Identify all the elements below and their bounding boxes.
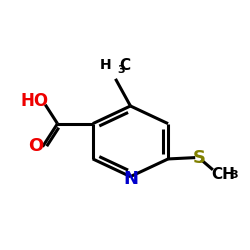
Text: O: O [28, 137, 44, 155]
Text: N: N [123, 170, 138, 188]
Text: S: S [193, 148, 206, 166]
Text: 3: 3 [117, 65, 124, 75]
Text: H: H [100, 58, 112, 72]
Text: HO: HO [20, 92, 48, 110]
Text: 3: 3 [230, 170, 238, 180]
Text: C: C [120, 58, 131, 73]
Text: CH: CH [211, 167, 235, 182]
